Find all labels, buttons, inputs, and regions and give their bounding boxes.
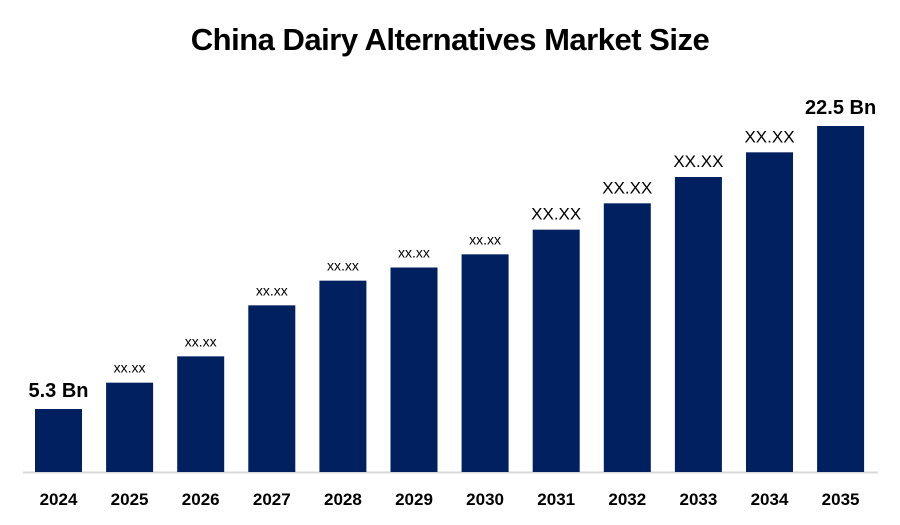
bar-2029 (390, 267, 438, 472)
x-tick-label-2025: 2025 (111, 490, 149, 509)
x-tick-label-2033: 2033 (679, 490, 717, 509)
bar-2025 (106, 382, 154, 472)
bar-2027 (248, 305, 296, 472)
data-label-2035: 22.5 Bn (805, 97, 876, 119)
data-label-2032: XX.XX (602, 178, 652, 197)
data-label-2031: XX.XX (531, 205, 581, 224)
x-tick-label-2034: 2034 (751, 490, 789, 509)
x-tick-label-2026: 2026 (182, 490, 220, 509)
bar-2032 (603, 203, 651, 472)
x-tick-label-2029: 2029 (395, 490, 433, 509)
data-label-2026: xx.xx (185, 333, 217, 349)
data-label-2024: 5.3 Bn (28, 380, 88, 402)
bar-2034 (746, 152, 793, 473)
bar-2031 (532, 229, 580, 472)
bar-2024 (35, 409, 82, 472)
x-tick-label-2031: 2031 (537, 490, 575, 509)
bar-2033 (674, 177, 722, 473)
chart-title: China Dairy Alternatives Market Size (190, 22, 710, 57)
x-tick-label-2027: 2027 (253, 490, 291, 509)
bar-2030 (461, 254, 509, 472)
data-label-2027: xx.xx (256, 282, 288, 298)
data-label-2028: xx.xx (327, 258, 359, 274)
x-tick-label-2028: 2028 (324, 490, 362, 509)
data-label-2030: xx.xx (469, 231, 501, 247)
data-label-2029: xx.xx (398, 245, 430, 261)
data-label-2025: xx.xx (114, 360, 146, 376)
bar-2035 (817, 126, 865, 472)
data-label-2033: XX.XX (673, 152, 723, 171)
x-tick-label-2024: 2024 (40, 490, 78, 509)
x-tick-label-2030: 2030 (466, 490, 504, 509)
x-tick-label-2032: 2032 (608, 490, 646, 509)
bar-2026 (177, 356, 225, 472)
x-tick-label-2035: 2035 (822, 490, 860, 509)
bar-2028 (319, 280, 367, 472)
data-label-2034: XX.XX (744, 127, 794, 146)
